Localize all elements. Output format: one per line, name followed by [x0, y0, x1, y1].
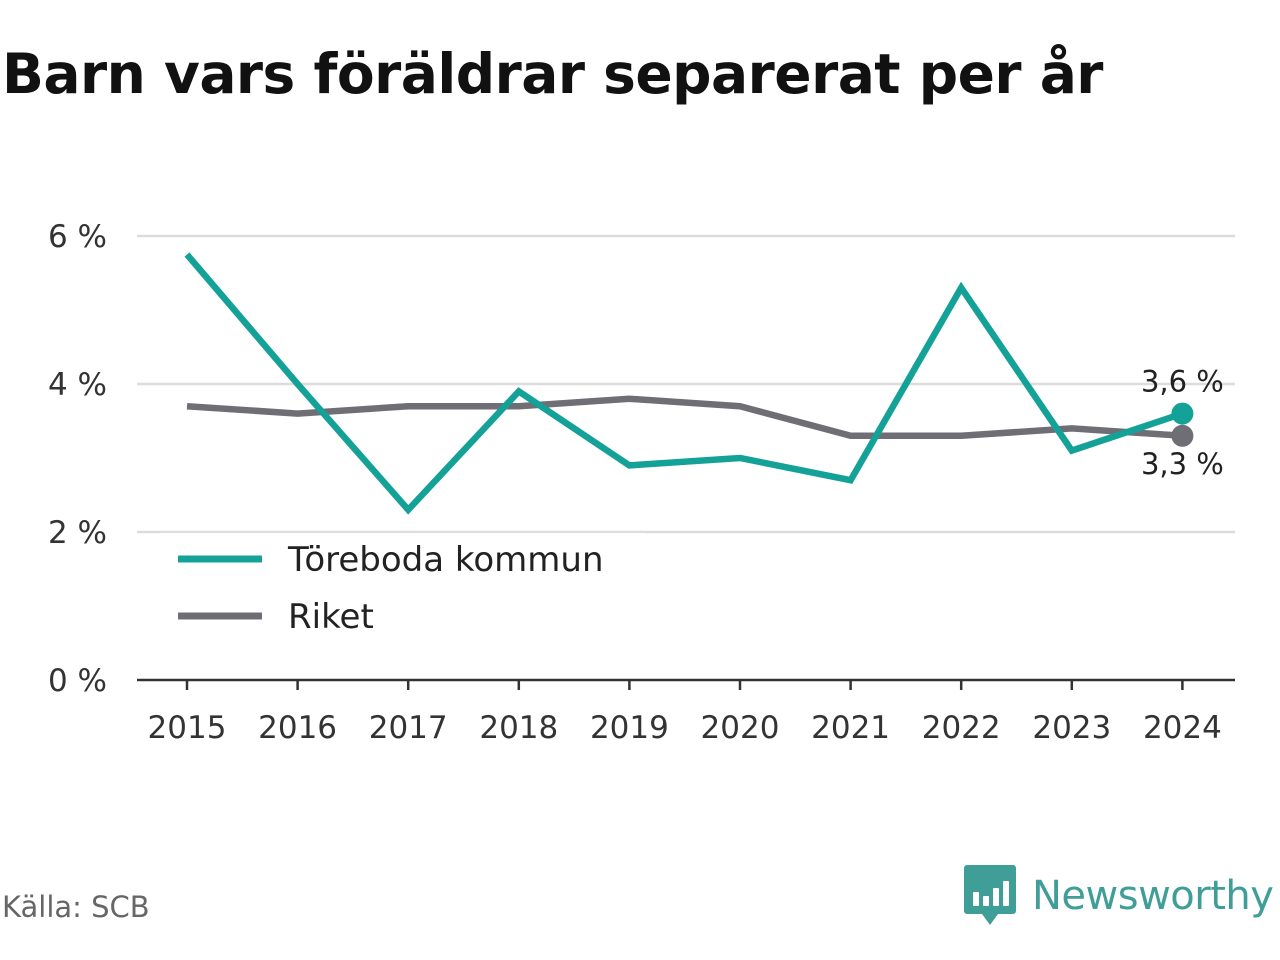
brand-name: Newsworthy: [1032, 873, 1274, 919]
series-line: [184, 252, 1184, 515]
chart-title: Barn vars föräldrar separerat per år: [2, 42, 1103, 106]
legend: Töreboda kommun Riket: [160, 533, 646, 645]
legend-label: Töreboda kommun: [287, 540, 604, 580]
end-point-marker: [1171, 424, 1194, 447]
end-labels: 3,6 % 3,3 %: [1141, 365, 1224, 481]
brand-logo: Newsworthy: [964, 864, 1274, 928]
x-tick-label: 2021: [811, 710, 890, 746]
x-tick-label: 2018: [479, 710, 558, 746]
series-line: [186, 395, 1183, 440]
x-tick-label: 2017: [369, 710, 448, 746]
x-tick-label: 2022: [922, 710, 1001, 746]
newsworthy-logo-icon: [964, 865, 1016, 925]
gridlines: [137, 234, 1235, 534]
y-axis-ticks: 0 % 2 % 4 % 6 %: [48, 219, 107, 699]
x-tick-label: 2024: [1143, 710, 1222, 746]
legend-background: [160, 533, 646, 645]
end-point-marker: [1171, 402, 1194, 425]
x-tick-label: 2023: [1032, 710, 1111, 746]
series-lines: [184, 252, 1194, 515]
line-chart: 0 % 2 % 4 % 6 % 2015 2016 2017 2018 2019 2020 202…: [48, 219, 1235, 746]
y-tick-label: 6 %: [48, 219, 107, 255]
x-tick-label: 2015: [148, 710, 227, 746]
x-tick-label: 2016: [258, 710, 337, 746]
end-label: 3,6 %: [1141, 365, 1224, 399]
legend-label: Riket: [288, 597, 374, 637]
x-axis: 2015 2016 2017 2018 2019 2020 2021 2022 2023 2024: [137, 678, 1235, 746]
x-tick-label: 2020: [701, 710, 780, 746]
y-tick-label: 0 %: [48, 663, 107, 699]
source-note: Källa: SCB: [2, 890, 150, 924]
y-tick-label: 4 %: [48, 367, 107, 403]
x-tick-label: 2019: [590, 710, 669, 746]
end-label: 3,3 %: [1141, 447, 1224, 481]
y-tick-label: 2 %: [48, 515, 107, 551]
